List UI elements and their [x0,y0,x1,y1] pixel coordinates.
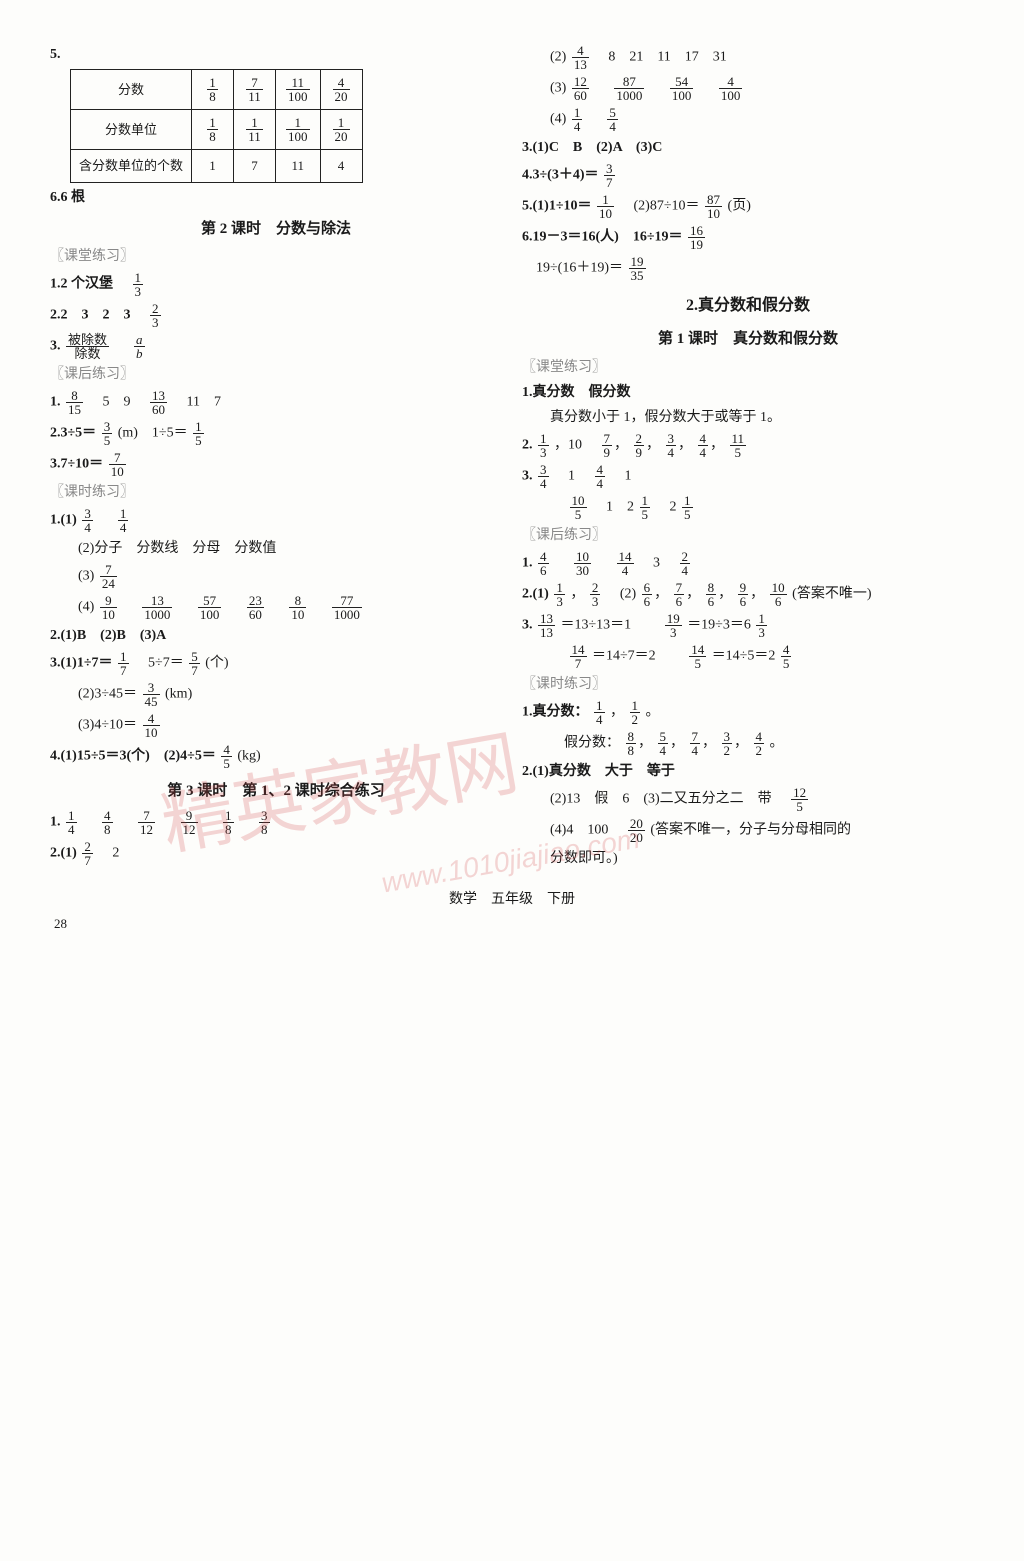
section2-subtitle: 第 1 课时 真分数和假分数 [522,328,974,351]
table-row: 含分数单位的个数 1 7 11 4 [71,150,363,183]
q5-label: 5. [50,44,502,65]
answer-line: 1. 815 5 9 1360 11 7 [50,389,502,416]
answer-line: 3. 1313 ＝13÷13＝1 193 ＝19÷3＝6 13 [522,612,974,639]
table-cell: 1100 [276,110,321,150]
answer-line: 4.3÷(3＋4)＝ 37 [522,162,974,189]
answer-line: (4)4 100 2020 (答案不唯一，分子与分母相同的 [550,817,974,844]
answer-line: 2.3÷5＝ 35 (m) 1÷5＝ 15 [50,420,502,447]
answer-line: (3) 1260 871000 54100 4100 [550,75,974,102]
lesson3-title: 第 3 课时 第 1、2 课时综合练习 [50,780,502,803]
a2-text: 2.2 3 2 3 [50,308,145,323]
table-header: 分数 [71,70,192,110]
fraction: 13 [133,271,144,298]
block-hint: 〖课时练习〗 [522,674,974,695]
answer-line: 6.19－3＝16(人) 16÷19＝ 1619 [522,224,974,251]
table-header: 分数单位 [71,110,192,150]
answer-line: 4.(1)15÷5＝3(个) (2)4÷5＝ 45 (kg) [50,743,502,770]
answer-line: 假分数： 88， 54， 74， 32， 42 。 [550,730,974,757]
table-cell: 711 [234,70,276,110]
answer-line: 19÷(16＋19)＝ 1935 [522,255,974,282]
fraction-table: 分数 18 711 11100 420 分数单位 18 111 1100 120… [70,69,363,183]
answer-line: 3.(1)C B (2)A (3)C [522,137,974,158]
answer-line: 1.真分数： 14 ， 12 。 [522,699,974,726]
block-hint: 〖课堂练习〗 [522,357,974,378]
answer-line: 2.(1) 13 ， 23 (2) 66， 76， 86， 96， 106 (答… [522,581,974,608]
answer-line: 真分数小于 1，假分数大于或等于 1。 [550,407,974,428]
answer-line: 2.(1) 27 2 [50,840,502,867]
table-cell: 7 [234,150,276,183]
answer-line: 2.2 3 2 3 23 [50,302,502,329]
page-columns: 5. 分数 18 711 11100 420 分数单位 18 111 1100 … [50,40,974,873]
left-column: 5. 分数 18 711 11100 420 分数单位 18 111 1100 … [50,40,502,873]
block-hint: 〖课堂练习〗 [50,246,502,267]
a1-prefix: 1.2 个汉堡 [50,277,127,292]
answer-line: 1. 14 48 712 912 18 38 [50,809,502,836]
block-hint: 〖课时练习〗 [50,482,502,503]
answer-line: (2)3÷45＝ 345 (km) [78,681,502,708]
answer-line: 147 ＝14÷7＝2 145 ＝14÷5＝2 45 [550,643,974,670]
answer-line: (2)13 假 6 (3)二又五分之二 带 125 [550,786,974,813]
answer-line: 1.(1) 34 14 [50,507,502,534]
answer-line: 3.(1)1÷7＝ 17 5÷7＝ 57 (个) [50,650,502,677]
table-cell: 4 [320,150,362,183]
table-cell: 420 [320,70,362,110]
answer-line: 2.(1)B (2)B (3)A [50,625,502,646]
answer-line: 3. 被除数除数 ab [50,333,502,360]
answer-line: (3) 724 [78,563,502,590]
table-cell: 1 [192,150,234,183]
answer-line: (4) 14 54 [550,106,974,133]
block-hint: 〖课后练习〗 [50,364,502,385]
table-cell: 11 [276,150,321,183]
table-cell: 11100 [276,70,321,110]
answer-line: 2.(1)真分数 大于 等于 [522,761,974,782]
table-cell: 111 [234,110,276,150]
answer-line: 5.(1)1÷10＝ 110 (2)87÷10＝ 8710 (页) [522,193,974,220]
answer-line: 105 1 2 15 2 15 [550,494,974,521]
answer-line: 分数即可。) [550,848,974,869]
table-row: 分数 18 711 11100 420 [71,70,363,110]
a3-prefix: 3. [50,339,61,354]
answer-line: 1. 46 1030 144 3 24 [522,550,974,577]
table-header: 含分数单位的个数 [71,150,192,183]
table-cell: 120 [320,110,362,150]
fraction: 被除数除数 [66,333,109,360]
right-column: (2) 413 8 21 11 17 31 (3) 1260 871000 54… [522,40,974,873]
answer-line: 2. 13 ，10 79， 29， 34， 44， 115 [522,432,974,459]
answer-line: (2) 413 8 21 11 17 31 [550,44,974,71]
page-footer: 数学 五年级 下册 [50,889,974,910]
q6-answer: 6.6 根 [50,187,502,208]
section2-title: 2.真分数和假分数 [522,294,974,318]
table-row: 分数单位 18 111 1100 120 [71,110,363,150]
answer-line: (3)4÷10＝ 410 [78,712,502,739]
answer-line: 3.7÷10＝ 710 [50,451,502,478]
page-number: 28 [54,914,974,934]
answer-line: 1.真分数 假分数 [522,382,974,403]
block-hint: 〖课后练习〗 [522,525,974,546]
answer-line: 1.2 个汉堡 13 [50,271,502,298]
lesson2-title: 第 2 课时 分数与除法 [50,218,502,241]
answer-line: 3. 34 1 44 1 [522,463,974,490]
table-cell: 18 [192,70,234,110]
table-cell: 18 [192,110,234,150]
fraction: 23 [150,302,161,329]
answer-line: (4) 910 131000 57100 2360 810 771000 [78,594,502,621]
fraction: ab [134,333,145,360]
answer-line: (2)分子 分数线 分母 分数值 [78,538,502,559]
